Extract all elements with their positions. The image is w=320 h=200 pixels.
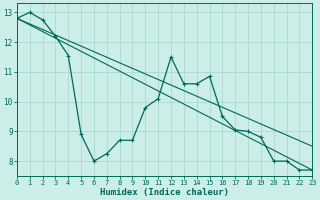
X-axis label: Humidex (Indice chaleur): Humidex (Indice chaleur) <box>100 188 229 197</box>
